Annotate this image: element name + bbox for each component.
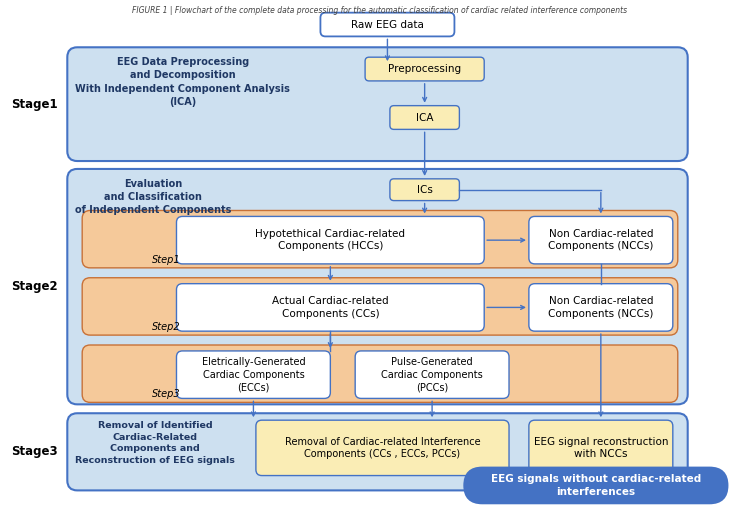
FancyBboxPatch shape — [529, 216, 673, 264]
FancyBboxPatch shape — [390, 106, 459, 129]
Text: EEG signals without cardiac-related
interferences: EEG signals without cardiac-related inte… — [491, 474, 701, 497]
Text: Evaluation
and Classification
of Independent Components: Evaluation and Classification of Indepen… — [76, 179, 232, 215]
FancyBboxPatch shape — [365, 57, 484, 81]
Text: Stage1: Stage1 — [11, 98, 58, 110]
FancyBboxPatch shape — [529, 420, 673, 475]
Text: Pulse-Generated
Cardiac Components
(PCCs): Pulse-Generated Cardiac Components (PCCs… — [381, 357, 483, 392]
Text: Raw EEG data: Raw EEG data — [351, 19, 424, 30]
Text: Removal of Identified
Cardiac-Related
Components and
Reconstruction of EEG signa: Removal of Identified Cardiac-Related Co… — [76, 421, 235, 465]
Text: Preprocessing: Preprocessing — [388, 64, 461, 74]
Text: Eletrically-Generated
Cardiac Components
(ECCs): Eletrically-Generated Cardiac Components… — [202, 357, 305, 392]
FancyBboxPatch shape — [390, 179, 459, 201]
FancyBboxPatch shape — [256, 420, 509, 475]
Text: Non Cardiac-related
Components (NCCs): Non Cardiac-related Components (NCCs) — [548, 229, 654, 251]
FancyBboxPatch shape — [82, 278, 678, 335]
Text: Hypotethical Cardiac-related
Components (HCCs): Hypotethical Cardiac-related Components … — [255, 229, 405, 251]
Text: EEG Data Preprocessing
and Decomposition
With Independent Component Analysis
(IC: EEG Data Preprocessing and Decomposition… — [76, 57, 290, 107]
Text: ICs: ICs — [417, 185, 433, 195]
Text: Stage3: Stage3 — [11, 445, 58, 458]
Text: Actual Cardiac-related
Components (CCs): Actual Cardiac-related Components (CCs) — [272, 296, 389, 319]
FancyBboxPatch shape — [67, 169, 688, 404]
FancyBboxPatch shape — [177, 216, 484, 264]
Text: Stage2: Stage2 — [11, 280, 58, 293]
FancyBboxPatch shape — [67, 47, 688, 161]
Text: Step3: Step3 — [153, 389, 181, 400]
Text: Step1: Step1 — [153, 255, 181, 265]
FancyBboxPatch shape — [464, 468, 727, 503]
Text: ICA: ICA — [416, 112, 433, 123]
Text: Non Cardiac-related
Components (NCCs): Non Cardiac-related Components (NCCs) — [548, 296, 654, 319]
FancyBboxPatch shape — [529, 284, 673, 331]
FancyBboxPatch shape — [82, 345, 678, 403]
FancyBboxPatch shape — [177, 351, 331, 399]
Text: FIGURE 1 | Flowchart of the complete data processing for the automatic classific: FIGURE 1 | Flowchart of the complete dat… — [132, 6, 627, 15]
FancyBboxPatch shape — [82, 211, 678, 268]
FancyBboxPatch shape — [177, 284, 484, 331]
Text: EEG signal reconstruction
with NCCs: EEG signal reconstruction with NCCs — [534, 437, 668, 459]
FancyBboxPatch shape — [320, 13, 455, 37]
FancyBboxPatch shape — [67, 413, 688, 490]
Text: Step2: Step2 — [153, 322, 181, 332]
FancyBboxPatch shape — [355, 351, 509, 399]
Text: Removal of Cardiac-related Interference
Components (CCs , ECCs, PCCs): Removal of Cardiac-related Interference … — [285, 437, 480, 459]
